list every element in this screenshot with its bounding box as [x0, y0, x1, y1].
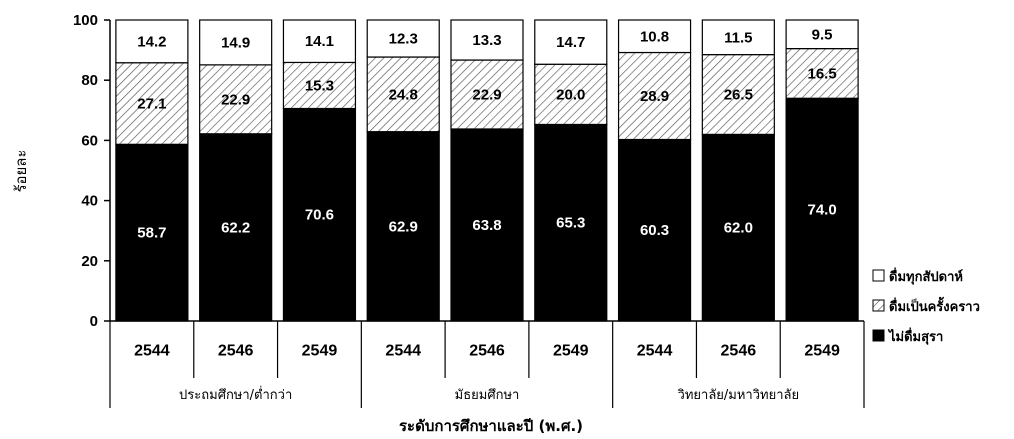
data-label: 63.8 — [472, 217, 501, 234]
bar-segment — [785, 97, 859, 322]
data-label: 26.5 — [724, 86, 753, 103]
legend-entry: ไม่ดื่มสุรา — [887, 327, 943, 345]
x-tick-label: 2549 — [302, 343, 338, 360]
bar-segment — [617, 19, 692, 54]
data-label: 62.0 — [724, 220, 753, 237]
bar-segment — [701, 133, 775, 322]
data-label: 14.9 — [221, 34, 250, 51]
legend-entry: ดื่มทุกสัปดาห์ — [889, 267, 963, 285]
y-axis-label: ร้อยละ — [12, 149, 30, 192]
legend-swatch — [872, 329, 885, 342]
bar-segment — [534, 63, 608, 126]
bar-segment — [366, 56, 440, 133]
bar-segment — [450, 59, 524, 130]
data-label: 70.6 — [305, 207, 334, 224]
x-tick-label: 2546 — [469, 343, 505, 360]
y-tick-label: 40 — [81, 193, 98, 210]
data-label: 27.1 — [137, 96, 166, 113]
x-tick-label: 2549 — [553, 343, 589, 360]
bar-segment — [366, 131, 440, 322]
legend: ดื่มทุกสัปดาห์ดื่มเป็นครั้งคราวไม่ดื่มสุ… — [872, 267, 980, 345]
x-tick-label: 2544 — [637, 343, 673, 360]
plot-area: 0 20 40 60 80 100 58.7 27.1 14.2 62.2 22.9 14.9 70.6… — [73, 12, 865, 408]
x-tick-label: 2544 — [385, 343, 421, 360]
bar-segment — [450, 128, 524, 322]
data-label: 12.3 — [389, 31, 418, 48]
data-label: 15.3 — [305, 77, 334, 94]
bar-segment — [282, 61, 357, 110]
data-label: 16.5 — [808, 65, 837, 82]
bar-segment — [701, 54, 775, 135]
data-label: 9.5 — [812, 26, 833, 43]
bar-segment — [199, 133, 273, 322]
y-tick-label: 0 — [90, 313, 98, 330]
data-label: 24.8 — [389, 86, 418, 103]
group-label: ประถมศึกษา/ต่ำกว่า — [179, 386, 292, 403]
data-label: 11.5 — [724, 29, 752, 46]
x-tick-label: 2546 — [721, 343, 757, 360]
legend-entry: ดื่มเป็นครั้งคราว — [889, 296, 980, 315]
data-label: 14.2 — [137, 33, 166, 50]
data-label: 62.9 — [389, 218, 418, 235]
y-tick-label: 20 — [81, 253, 98, 270]
bar-segment — [534, 19, 608, 65]
bar-segment — [199, 64, 273, 135]
data-label: 74.0 — [808, 202, 837, 219]
bar-segment — [115, 62, 189, 145]
bar-segment — [785, 19, 859, 50]
bar-segment — [617, 51, 692, 141]
y-tick-label: 80 — [81, 72, 98, 89]
data-label: 14.7 — [556, 34, 585, 51]
legend-swatch — [872, 299, 885, 312]
bar-segment — [534, 123, 608, 322]
bar-segment — [115, 19, 189, 64]
group-label: มัธยมศึกษา — [455, 388, 520, 403]
data-label: 22.9 — [221, 91, 250, 108]
data-label: 65.3 — [556, 215, 585, 232]
group-label: วิทยาลัย/มหาวิทยาลัย — [677, 388, 799, 403]
bar-segment — [617, 138, 692, 322]
x-axis-label: ระดับการศึกษาและปี (พ.ศ.) — [399, 417, 583, 435]
legend-swatch — [872, 269, 885, 282]
data-label: 13.3 — [472, 32, 501, 49]
data-label: 28.9 — [640, 88, 669, 105]
bar-segment — [199, 19, 273, 66]
x-tick-label: 2546 — [218, 343, 254, 360]
data-label: 62.2 — [221, 219, 250, 236]
x-tick-label: 2544 — [134, 343, 170, 360]
bar-segment — [701, 19, 775, 56]
data-label: 14.1 — [305, 33, 334, 50]
bar-segment — [450, 19, 524, 61]
data-label: 60.3 — [640, 222, 669, 239]
y-tick-label: 100 — [73, 12, 98, 29]
x-tick-label: 2549 — [804, 343, 840, 360]
bar-segment — [282, 19, 357, 64]
bar-segment — [282, 107, 357, 322]
data-label: 10.8 — [640, 28, 669, 45]
y-tick-label: 60 — [81, 132, 98, 149]
data-label: 22.9 — [472, 86, 501, 103]
data-label: 58.7 — [137, 225, 166, 242]
bar-segment — [366, 19, 440, 58]
data-label: 20.0 — [556, 86, 585, 103]
